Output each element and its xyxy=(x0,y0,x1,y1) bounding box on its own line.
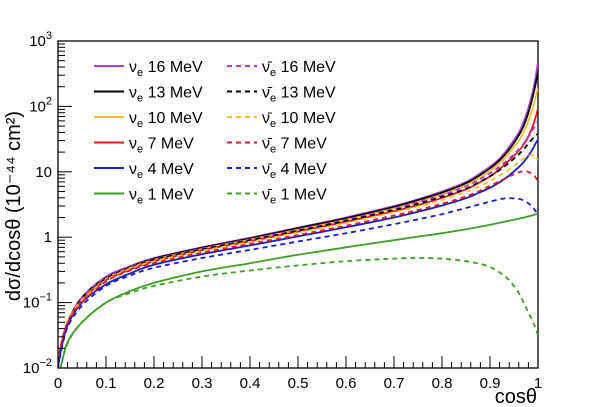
x-tick-label: 0.4 xyxy=(240,375,261,392)
legend-label: ν̄e 4 MeV xyxy=(262,161,327,181)
series-line-5 xyxy=(58,212,538,368)
series-line-1 xyxy=(58,72,538,368)
x-axis-title: cosθ xyxy=(495,386,537,407)
legend-label: ν̄e 10 MeV xyxy=(262,110,336,130)
legend-label: ν̄e 13 MeV xyxy=(262,85,336,105)
series-line-4 xyxy=(58,139,538,368)
legend-label: νe 4 MeV xyxy=(129,161,194,181)
tick-labels: 0 0.1 0.2 0.3 0.4 0.5 0.6 0.7 0.8 0.9 1 10−2 10−1 1 10… xyxy=(23,30,542,392)
series-line-9 xyxy=(58,170,538,368)
legend-label: ν̄e 7 MeV xyxy=(262,136,327,156)
legend-label: ν̄e 1 MeV xyxy=(262,187,327,207)
series-line-0 xyxy=(58,61,538,368)
legend: νe 16 MeV ν̄e 16 MeV νe 13 MeV ν̄e 13 MeV νe… xyxy=(94,59,336,207)
series-line-6 xyxy=(58,120,538,368)
series-line-8 xyxy=(58,154,538,368)
y-tick-label: 102 xyxy=(29,95,52,115)
x-tick-label: 0.6 xyxy=(336,375,357,392)
series-line-11 xyxy=(58,257,538,368)
series-line-2 xyxy=(58,87,538,368)
legend-label: νe 10 MeV xyxy=(129,110,203,130)
x-tick-label: 0.9 xyxy=(480,375,501,392)
legend-label: νe 7 MeV xyxy=(129,136,194,156)
x-tick-label: 0 xyxy=(54,375,62,392)
legend-label: ν̄e 16 MeV xyxy=(262,59,336,79)
ticks xyxy=(57,40,539,369)
x-tick-label: 0.1 xyxy=(96,375,117,392)
y-tick-label: 1 xyxy=(44,229,52,246)
y-tick-label: 10−2 xyxy=(23,357,52,377)
legend-label: νe 1 MeV xyxy=(129,187,194,207)
legend-label: νe 16 MeV xyxy=(129,59,203,79)
x-tick-label: 0.7 xyxy=(384,375,405,392)
series-line-7 xyxy=(58,133,538,368)
x-tick-label: 0.3 xyxy=(192,375,213,392)
x-tick-label: 0.5 xyxy=(288,375,309,392)
x-tick-label: 0.2 xyxy=(144,375,165,392)
curves xyxy=(58,61,538,368)
x-tick-label: 1 xyxy=(534,375,542,392)
y-axis-title: dσ/dcosθ (10⁻⁴⁴ cm²) xyxy=(3,111,25,301)
legend-label: νe 13 MeV xyxy=(129,85,203,105)
y-tick-label: 10−1 xyxy=(23,292,52,312)
x-tick-label: 0.8 xyxy=(432,375,453,392)
series-line-10 xyxy=(58,197,538,368)
y-tick-label: 10 xyxy=(35,164,52,181)
y-tick-label: 103 xyxy=(29,30,52,50)
